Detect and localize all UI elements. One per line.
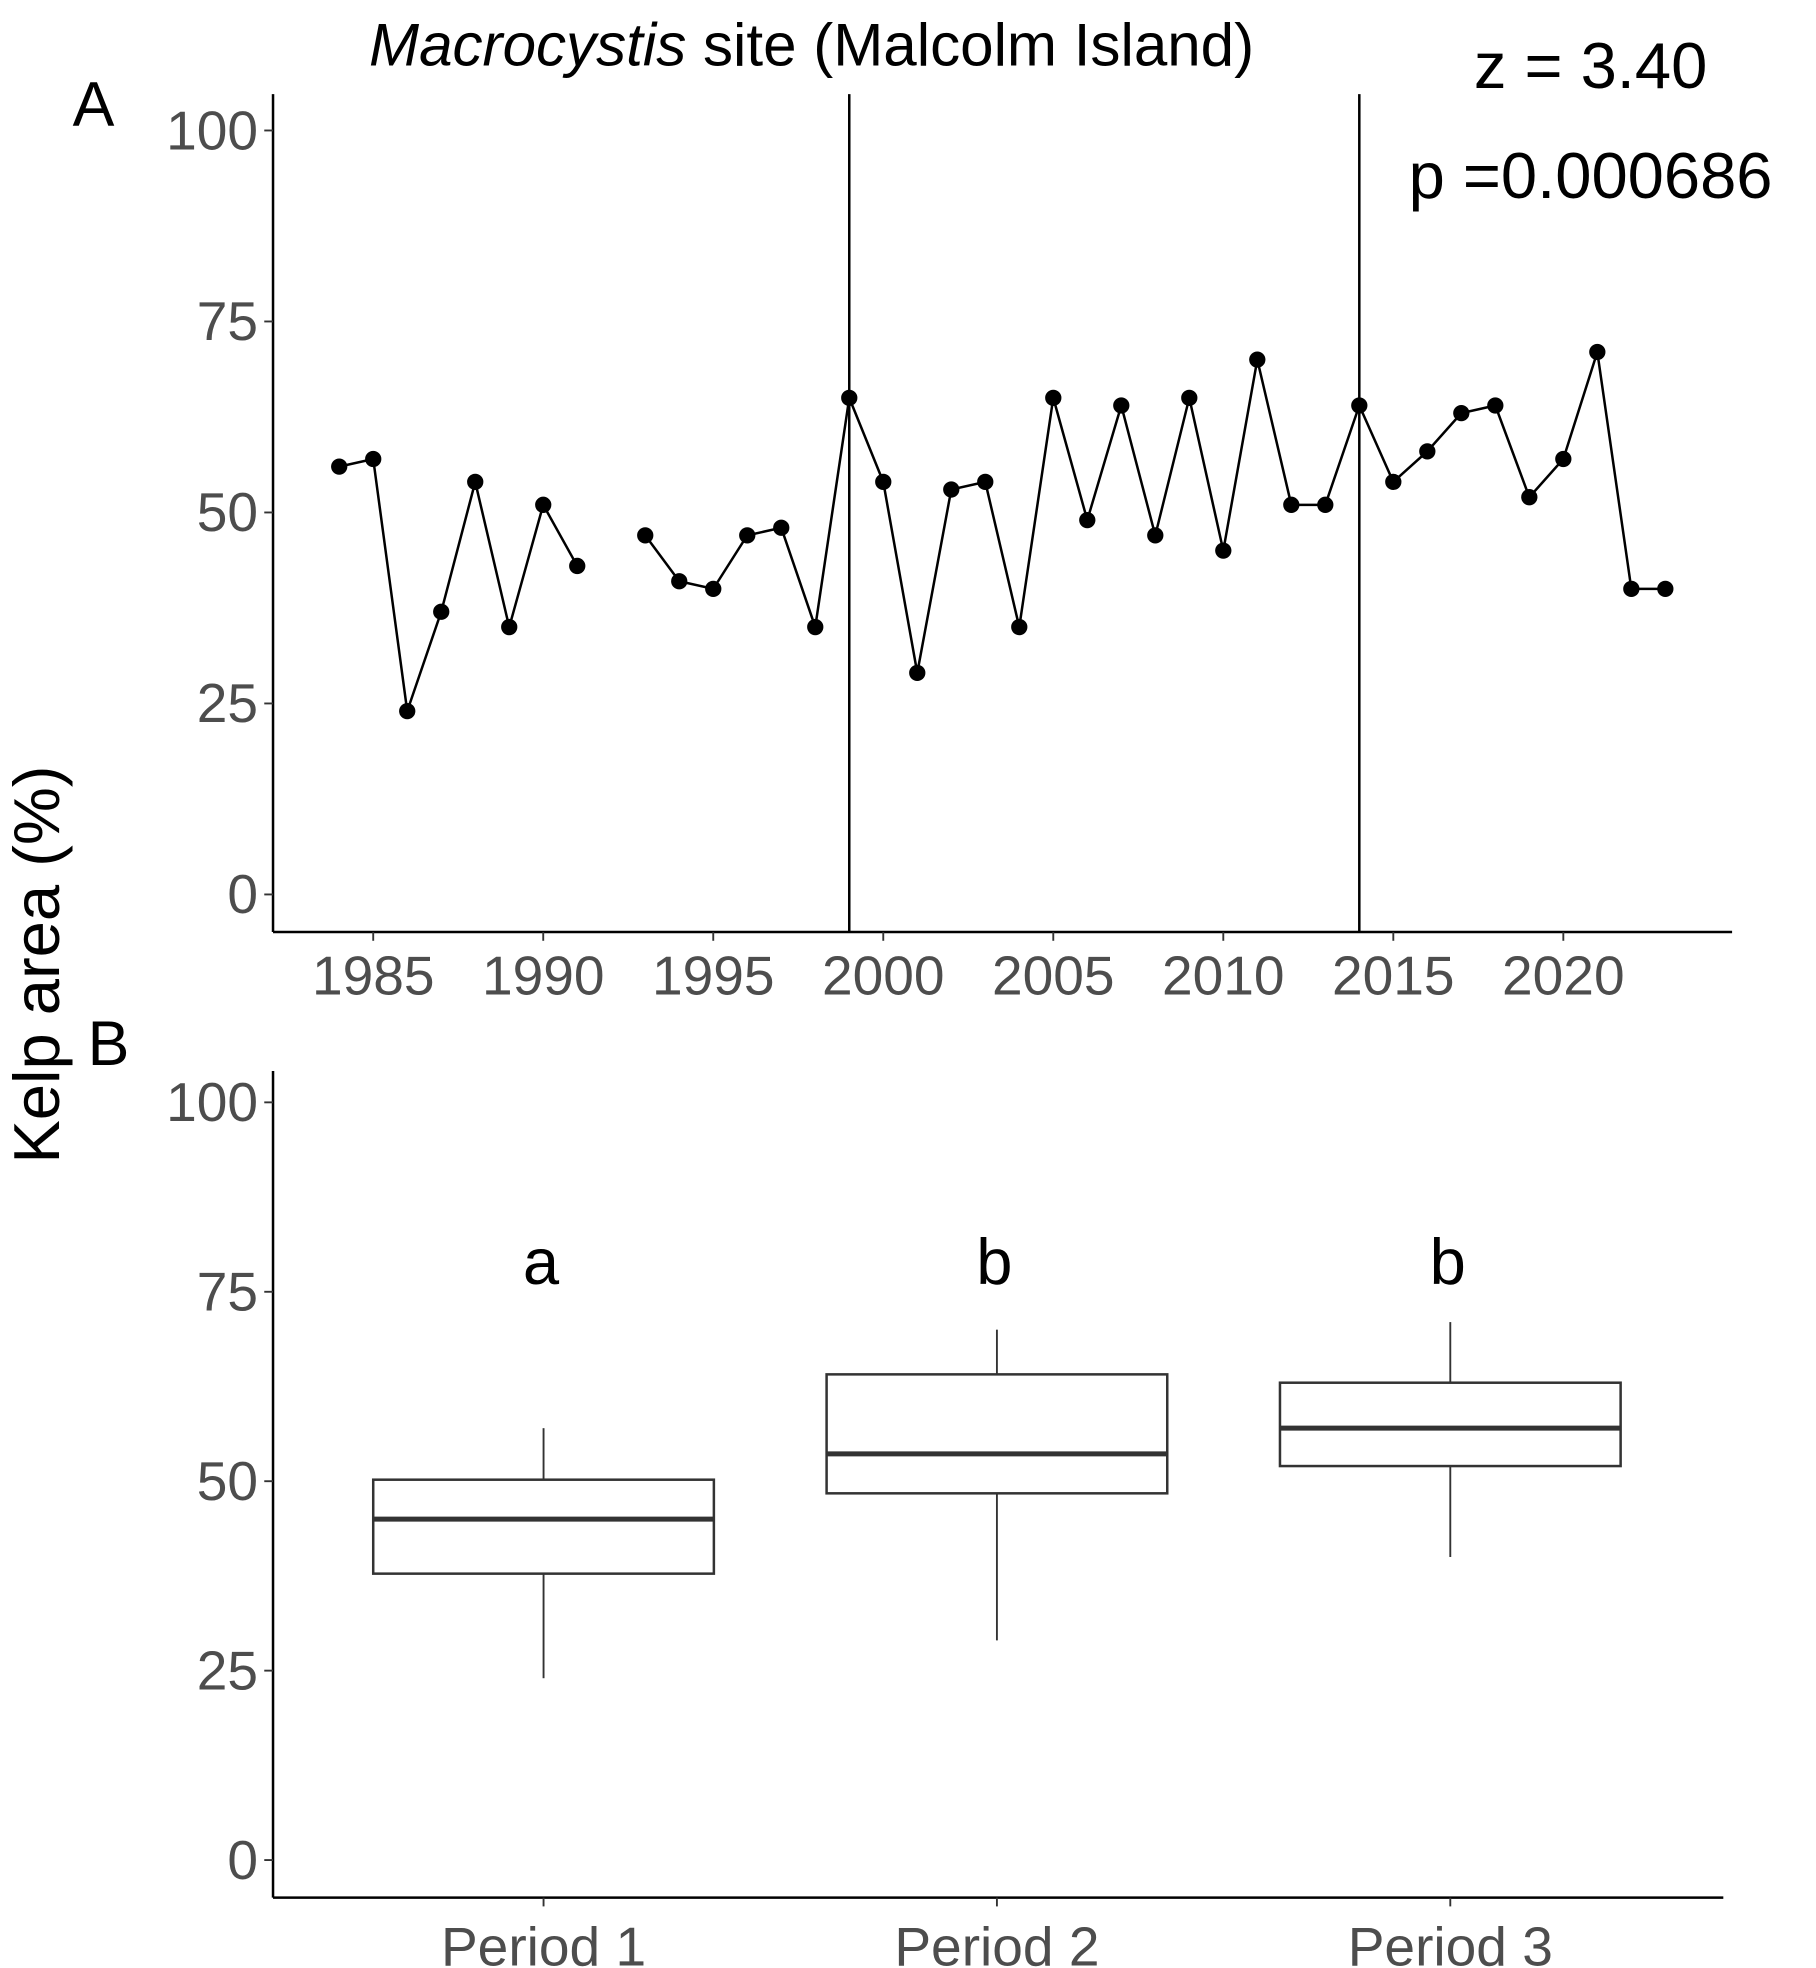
data-point: [1113, 397, 1130, 414]
significance-letter: a: [523, 1225, 560, 1298]
x-tick-label: 2010: [1162, 945, 1285, 1007]
panel-label-a: A: [73, 69, 115, 139]
data-point: [807, 618, 824, 636]
series-line: [338, 457, 579, 712]
x-tick-label: 2020: [1502, 945, 1625, 1007]
data-point: [875, 473, 892, 491]
data-point: [1385, 473, 1402, 491]
data-point: [399, 702, 416, 720]
data-point: [1419, 443, 1436, 460]
data-point: [1215, 542, 1232, 559]
series-line: [644, 351, 1666, 674]
z-stat: z = 3.40: [1474, 29, 1707, 102]
x-tick-label: 1985: [312, 945, 435, 1007]
data-point: [671, 573, 688, 590]
chart-title: Macrocystis site (Malcolm Island): [369, 11, 1254, 78]
data-point: [365, 450, 382, 468]
data-point: [841, 389, 858, 407]
x-tick-label: 2015: [1332, 945, 1455, 1007]
data-point: [467, 473, 484, 491]
x-tick-label: 2000: [822, 945, 945, 1007]
data-point: [977, 473, 994, 491]
y-tick-label: 25: [197, 1639, 258, 1701]
data-point: [739, 527, 756, 544]
significance-letter: b: [976, 1225, 1012, 1298]
box-iqr: [1278, 1381, 1622, 1468]
data-point: [1555, 450, 1572, 468]
data-point: [1317, 496, 1334, 513]
data-point: [1589, 343, 1606, 361]
box-iqr: [825, 1373, 1169, 1495]
data-point: [501, 618, 518, 636]
x-tick-label: 1990: [482, 945, 605, 1007]
x-tick-label: 1995: [652, 945, 775, 1007]
data-point: [535, 496, 552, 513]
title-rest: site (Malcolm Island): [686, 11, 1254, 78]
data-point: [637, 527, 654, 544]
p-stat: p =0.000686: [1409, 139, 1773, 212]
y-tick-label: 0: [227, 863, 258, 925]
x-tick-label: Period 3: [1348, 1915, 1553, 1968]
data-point: [433, 603, 450, 620]
data-point: [1283, 496, 1300, 513]
data-point: [569, 557, 586, 575]
data-point: [705, 580, 722, 598]
data-point: [1487, 397, 1504, 414]
data-point: [331, 458, 348, 475]
panel-b-boxplot: 0 25 50 75 100 Period 1 a Period 2 b Period 3 b: [166, 1071, 1724, 1968]
x-tick-label: Period 1: [441, 1915, 646, 1968]
y-tick-label: 75: [197, 1261, 258, 1323]
data-point: [1351, 397, 1368, 414]
y-tick-label: 100: [166, 1071, 258, 1133]
y-tick-label: 100: [166, 99, 258, 161]
data-point: [943, 481, 960, 498]
y-tick-label: 75: [197, 290, 258, 352]
data-point: [1657, 580, 1674, 598]
title-italic: Macrocystis: [369, 11, 686, 78]
y-tick-label: 25: [197, 672, 258, 734]
data-point: [1147, 527, 1164, 544]
data-point: [1181, 389, 1198, 407]
data-point: [773, 519, 790, 536]
data-point: [909, 664, 926, 682]
data-point: [1011, 618, 1028, 636]
y-tick-label: 50: [197, 1450, 258, 1512]
y-tick-label: 0: [227, 1829, 258, 1891]
data-point: [1521, 489, 1538, 506]
y-axis-label: Kelp area (%): [0, 766, 73, 1164]
panel-a-timeseries: 0 25 50 75 100 1985 1990 1995 2000 2005 2010 2015 20…: [166, 94, 1733, 1007]
x-tick-label: Period 2: [894, 1915, 1099, 1968]
data-point: [1249, 351, 1266, 368]
x-tick-label: 2005: [992, 945, 1115, 1007]
box-iqr: [371, 1478, 716, 1575]
data-point: [1623, 580, 1640, 598]
data-point: [1079, 511, 1096, 529]
data-point: [1453, 405, 1470, 422]
data-point: [1045, 389, 1062, 407]
y-tick-label: 50: [197, 481, 258, 543]
panel-label-b: B: [88, 1009, 130, 1079]
significance-letter: b: [1430, 1225, 1466, 1298]
